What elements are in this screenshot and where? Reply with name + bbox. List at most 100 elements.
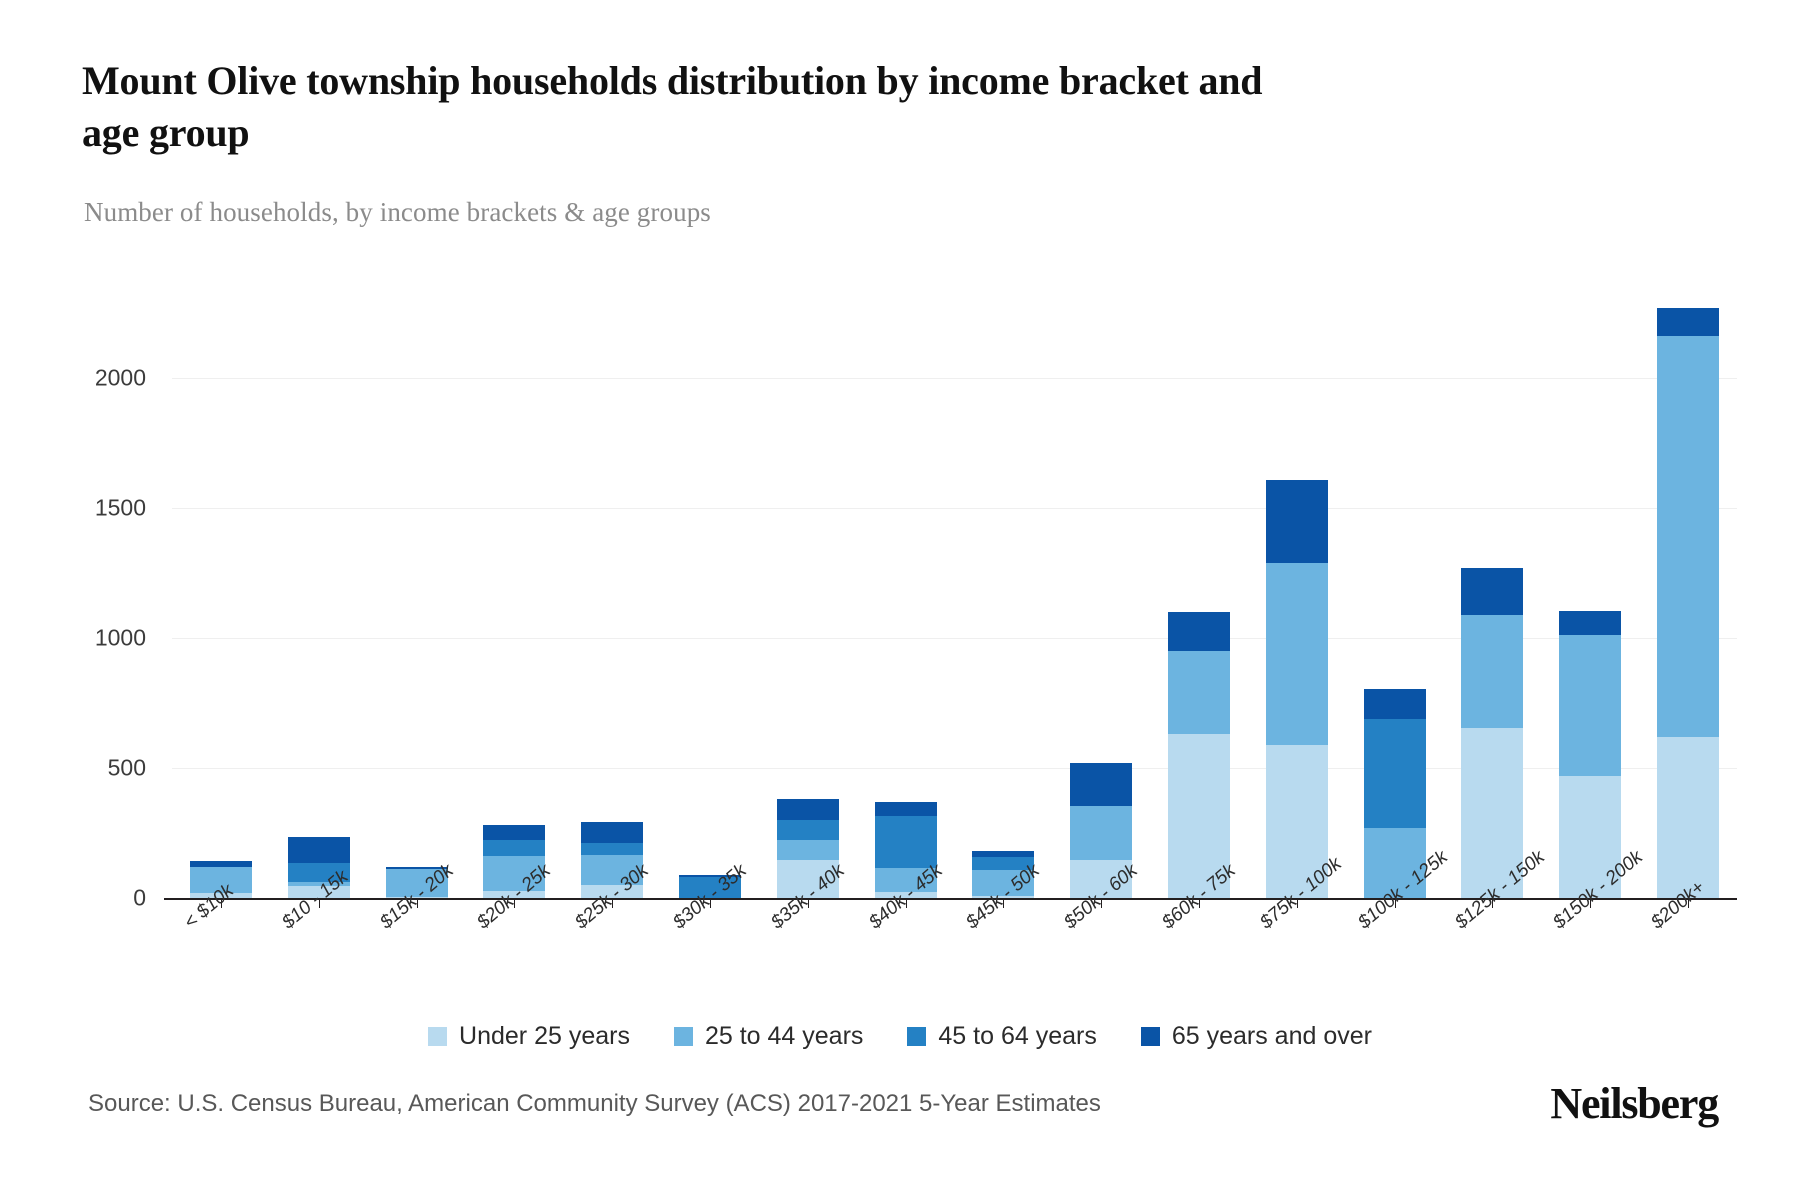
bar-segment[interactable] <box>581 885 644 898</box>
bar-segment[interactable] <box>1657 736 1720 898</box>
x-axis-tick-mark <box>1590 898 1592 908</box>
bar-segment[interactable] <box>874 816 937 869</box>
bar-segment[interactable] <box>189 860 252 868</box>
bar-slot[interactable] <box>1541 300 1639 898</box>
bar-segment[interactable] <box>972 850 1035 858</box>
stacked-bar[interactable] <box>581 822 644 898</box>
legend-item[interactable]: 25 to 44 years <box>673 1022 863 1051</box>
bar-slot[interactable] <box>857 300 955 898</box>
bar-segment[interactable] <box>678 876 741 898</box>
bar-segment[interactable] <box>189 893 252 898</box>
bar-slot[interactable] <box>661 300 759 898</box>
bar-segment[interactable] <box>776 798 839 821</box>
bar-segment[interactable] <box>1363 688 1426 719</box>
bar-segment[interactable] <box>1168 611 1231 652</box>
bar-slot[interactable] <box>465 300 563 898</box>
stacked-bar[interactable] <box>385 866 448 898</box>
stacked-bar[interactable] <box>483 825 546 898</box>
bar-segment[interactable] <box>1363 827 1426 898</box>
x-axis-tick-mark <box>612 898 614 908</box>
bar-segment[interactable] <box>1657 308 1720 337</box>
x-axis-line <box>164 898 1737 900</box>
bar-segment[interactable] <box>1461 567 1524 615</box>
bar-segment[interactable] <box>1363 718 1426 828</box>
bar-segment[interactable] <box>385 896 448 898</box>
bar-segment[interactable] <box>189 867 252 894</box>
stacked-bar[interactable] <box>776 798 839 898</box>
bar-segment[interactable] <box>1265 745 1328 898</box>
stacked-bar[interactable] <box>1559 611 1622 898</box>
bar-slot[interactable] <box>1248 300 1346 898</box>
stacked-bar[interactable] <box>1461 567 1524 898</box>
stacked-bar[interactable] <box>1657 308 1720 898</box>
bar-slot[interactable] <box>1052 300 1150 898</box>
bar-segment[interactable] <box>776 859 839 898</box>
bar-segment[interactable] <box>287 862 350 882</box>
bar-segment[interactable] <box>1070 859 1133 898</box>
bar-segment[interactable] <box>1559 611 1622 635</box>
legend-item[interactable]: 65 years and over <box>1140 1022 1372 1051</box>
bar-slot[interactable] <box>172 300 270 898</box>
bar-segment[interactable] <box>581 843 644 855</box>
bar-slot[interactable] <box>368 300 466 898</box>
bar-slot[interactable] <box>1150 300 1248 898</box>
bar-segment[interactable] <box>874 801 937 817</box>
bar-segment[interactable] <box>1168 733 1231 898</box>
bar-segment[interactable] <box>874 868 937 893</box>
stacked-bar[interactable] <box>1265 480 1328 898</box>
stacked-bar[interactable] <box>874 801 937 898</box>
bar-slot[interactable] <box>759 300 857 898</box>
x-axis-tick-mark <box>709 898 711 908</box>
bar-segment[interactable] <box>385 868 448 897</box>
stacked-bar[interactable] <box>678 875 741 898</box>
bar-segment[interactable] <box>972 869 1035 896</box>
bar-segment[interactable] <box>972 857 1035 870</box>
bar-segment[interactable] <box>1265 480 1328 564</box>
chart-legend: Under 25 years 25 to 44 years 45 to 64 yea… <box>0 1022 1800 1051</box>
bar-segment[interactable] <box>581 822 644 844</box>
x-axis-tick-mark <box>318 898 320 908</box>
bar-segment[interactable] <box>1461 614 1524 728</box>
bar-segment[interactable] <box>287 836 350 863</box>
legend-item[interactable]: 45 to 64 years <box>907 1022 1097 1051</box>
stacked-bar[interactable] <box>1070 763 1133 898</box>
legend-swatch-icon <box>428 1027 448 1046</box>
bar-segment[interactable] <box>678 875 741 877</box>
bar-segment[interactable] <box>581 854 644 885</box>
bar-segment[interactable] <box>1559 634 1622 777</box>
bar-slot[interactable] <box>1444 300 1542 898</box>
bar-segment[interactable] <box>483 891 546 898</box>
bar-segment[interactable] <box>483 839 546 857</box>
stacked-bar[interactable] <box>287 836 350 898</box>
bar-segment[interactable] <box>874 892 937 898</box>
bar-segment[interactable] <box>1657 336 1720 737</box>
bar-segment[interactable] <box>287 885 350 898</box>
bar-segment[interactable] <box>385 866 448 869</box>
bar-segment[interactable] <box>972 895 1035 898</box>
stacked-bar[interactable] <box>1363 688 1426 898</box>
bar-segment[interactable] <box>483 825 546 840</box>
legend-label: 65 years and over <box>1171 1022 1372 1050</box>
bar-slot[interactable] <box>955 300 1053 898</box>
bar-segment[interactable] <box>1559 776 1622 898</box>
y-axis-tick-label: 1500 <box>94 494 146 521</box>
bar-segment[interactable] <box>1168 651 1231 734</box>
bar-slot[interactable] <box>1346 300 1444 898</box>
bar-slot[interactable] <box>563 300 661 898</box>
legend-item[interactable]: Under 25 years <box>428 1022 630 1051</box>
stacked-bar[interactable] <box>1168 611 1231 898</box>
stacked-bar[interactable] <box>972 850 1035 898</box>
bar-segment[interactable] <box>1070 763 1133 807</box>
y-axis-tick-label: 500 <box>107 754 146 781</box>
bar-slot[interactable] <box>1639 300 1737 898</box>
stacked-bar[interactable] <box>189 860 252 898</box>
bar-slot[interactable] <box>270 300 368 898</box>
bar-segment[interactable] <box>776 820 839 840</box>
y-axis-tick-label: 0 <box>133 884 146 911</box>
bar-segment[interactable] <box>1461 727 1524 898</box>
bar-segment[interactable] <box>776 839 839 860</box>
bar-segment[interactable] <box>1265 563 1328 746</box>
bar-segment[interactable] <box>1070 806 1133 860</box>
bar-segment[interactable] <box>483 856 546 892</box>
bar-segment[interactable] <box>287 881 350 886</box>
